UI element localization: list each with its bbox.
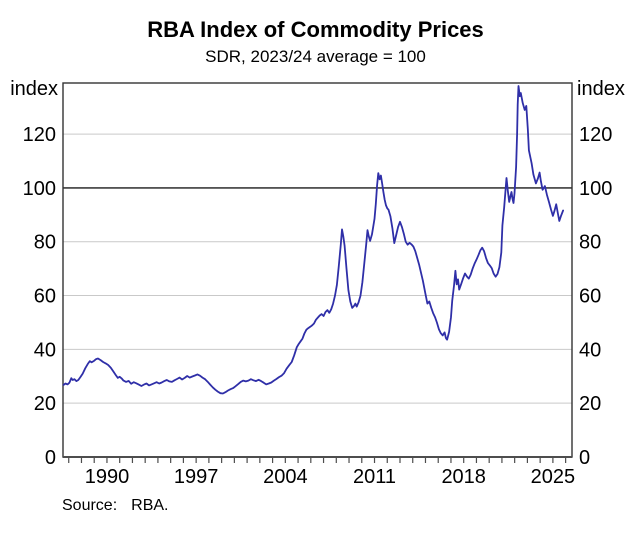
x-tick-label-2011: 2011 — [353, 466, 396, 488]
y-tick-label-left-60: 60 — [34, 286, 56, 308]
y-tick-label-right-40: 40 — [579, 339, 601, 361]
y-tick-label-right-0: 0 — [579, 447, 590, 469]
y-tick-label-left-0: 0 — [45, 447, 56, 469]
y-tick-label-right-120: 120 — [579, 124, 612, 146]
source-label: Source: — [62, 497, 118, 514]
y-tick-label-left-20: 20 — [34, 393, 56, 415]
x-tick-label-1990: 1990 — [85, 466, 130, 488]
source-note: Source: RBA. — [62, 497, 168, 515]
y-tick-label-right-100: 100 — [579, 178, 612, 200]
x-tick-label-2004: 2004 — [263, 466, 308, 488]
y-axis-unit-label-left: index — [10, 78, 58, 100]
y-tick-label-left-80: 80 — [34, 232, 56, 254]
source-value: RBA. — [131, 497, 169, 514]
y-axis-unit-label-right: index — [577, 78, 625, 100]
y-tick-label-left-120: 120 — [23, 124, 56, 146]
chart-subtitle: SDR, 2023/24 average = 100 — [205, 47, 426, 66]
y-tick-label-right-60: 60 — [579, 286, 601, 308]
y-tick-label-right-20: 20 — [579, 393, 601, 415]
y-tick-label-left-40: 40 — [34, 339, 56, 361]
x-tick-label-2025: 2025 — [531, 466, 576, 488]
plot-frame — [62, 82, 573, 458]
x-tick-label-2018: 2018 — [441, 466, 486, 488]
chart-title: RBA Index of Commodity Prices — [147, 17, 484, 42]
commodity-price-index-line — [62, 85, 564, 395]
y-tick-label-right-80: 80 — [579, 232, 601, 254]
x-tick-label-1997: 1997 — [174, 466, 219, 488]
y-tick-label-left-100: 100 — [23, 178, 56, 200]
